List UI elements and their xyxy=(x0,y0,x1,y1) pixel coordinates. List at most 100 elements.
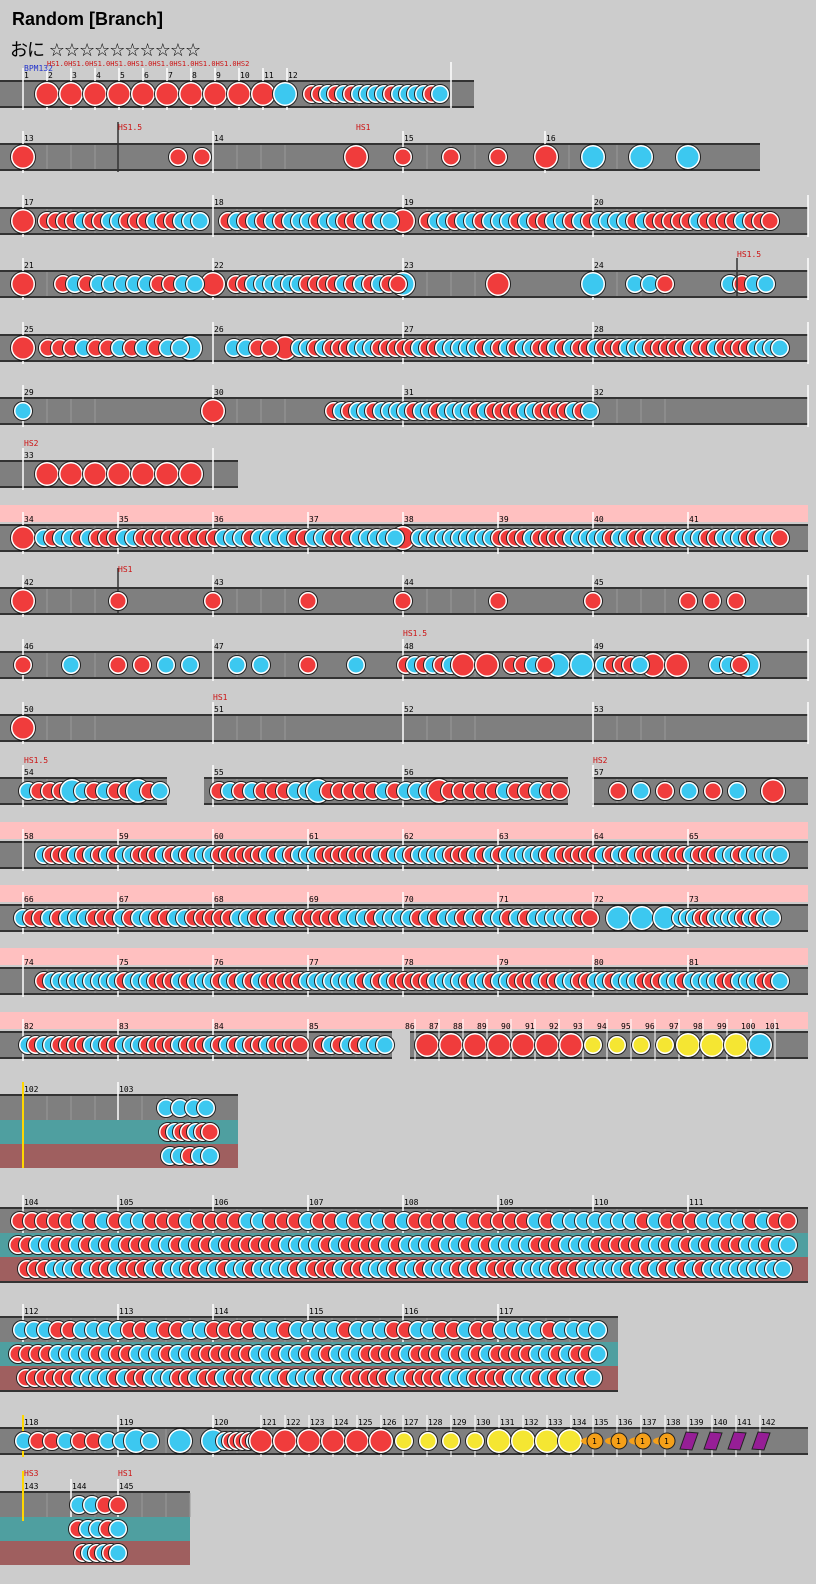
don-note-face xyxy=(487,273,509,295)
ka-note-face xyxy=(63,657,79,673)
ka-note-face xyxy=(571,654,593,676)
ka-note-face xyxy=(654,907,676,929)
measure-number: 116 xyxy=(404,1307,419,1316)
measure-number: 76 xyxy=(214,958,224,967)
measure-number: 50 xyxy=(24,705,34,714)
measure-number: 30 xyxy=(214,388,224,397)
don-note-face xyxy=(110,1497,126,1513)
ka-note-face xyxy=(348,657,364,673)
measure-number: 75 xyxy=(119,958,129,967)
don-note-face xyxy=(132,463,154,485)
measure-number: 82 xyxy=(24,1022,34,1031)
don-note-face xyxy=(12,210,34,232)
measure-number: 79 xyxy=(499,958,509,967)
measure-number: 80 xyxy=(594,958,604,967)
ka-note-face xyxy=(152,783,168,799)
don-note-face xyxy=(30,1433,46,1449)
drumroll-note-face xyxy=(488,1430,510,1452)
don-note-face xyxy=(322,1430,344,1452)
measure-number: 88 xyxy=(453,1022,463,1031)
ka-note-face xyxy=(202,1148,218,1164)
scroll-speed-label: HS1.5 xyxy=(403,629,427,638)
ka-note-face xyxy=(158,657,174,673)
don-note-face xyxy=(536,1034,558,1056)
don-note-face xyxy=(252,83,274,105)
measure-number: 70 xyxy=(404,895,414,904)
measure-number: 22 xyxy=(214,261,224,270)
don-note-face xyxy=(300,593,316,609)
ka-note-face xyxy=(15,403,31,419)
measure-number: 18 xyxy=(214,198,224,207)
don-note-face xyxy=(202,400,224,422)
bpm-label: BPM132 xyxy=(24,64,53,73)
don-note-face xyxy=(194,149,210,165)
ka-note-face xyxy=(772,340,788,356)
kusudama-note xyxy=(679,1431,699,1451)
measure-number: 101 xyxy=(765,1022,780,1031)
measure-number: 103 xyxy=(119,1085,134,1094)
drumroll-note-face xyxy=(536,1430,558,1452)
measure-number: 71 xyxy=(499,895,509,904)
measure-number: 31 xyxy=(404,388,414,397)
measure-number: 25 xyxy=(24,325,34,334)
measure-number: 13 xyxy=(24,134,34,143)
measure-number: 77 xyxy=(309,958,319,967)
measure-number: 109 xyxy=(499,1198,514,1207)
measure-number: 132 xyxy=(524,1418,539,1427)
measure-number: 68 xyxy=(214,895,224,904)
measure-number: 102 xyxy=(24,1085,39,1094)
ka-note-face xyxy=(253,657,269,673)
drumroll-note-face xyxy=(467,1433,483,1449)
measure-number: 73 xyxy=(689,895,699,904)
measure-number: 89 xyxy=(477,1022,487,1031)
don-note-face xyxy=(490,593,506,609)
ka-note-face xyxy=(169,1430,191,1452)
measure-number: 126 xyxy=(382,1418,397,1427)
measure-number: 144 xyxy=(72,1482,87,1491)
measure-number: 140 xyxy=(713,1418,728,1427)
ka-note-face xyxy=(182,657,198,673)
don-note-face xyxy=(205,593,221,609)
measure-number: 46 xyxy=(24,642,34,651)
don-note-face xyxy=(134,657,150,673)
measure-number: 56 xyxy=(404,768,414,777)
measure-number: 91 xyxy=(525,1022,535,1031)
scroll-speed-label: HS1 xyxy=(118,1469,133,1478)
scroll-speed-label: HS2 xyxy=(593,756,608,765)
ka-note-face xyxy=(758,276,774,292)
don-note-face xyxy=(15,657,31,673)
measure-number: 6 xyxy=(144,71,149,80)
measure-number: 47 xyxy=(214,642,224,651)
measure-number: 19 xyxy=(404,198,414,207)
measure-number: 42 xyxy=(24,578,34,587)
don-note-face xyxy=(390,276,406,292)
branch-normal-band xyxy=(0,948,808,965)
drumroll-note-face xyxy=(633,1037,649,1053)
measure-number: 15 xyxy=(404,134,414,143)
measure-number: 48 xyxy=(404,642,414,651)
measure-number: 43 xyxy=(214,578,224,587)
difficulty-label: おに xyxy=(10,40,45,61)
don-note-face xyxy=(560,1034,582,1056)
don-note-face xyxy=(12,337,34,359)
measure-number: 29 xyxy=(24,388,34,397)
don-note-face xyxy=(704,593,720,609)
balloon-note xyxy=(586,1432,604,1450)
ka-note-face xyxy=(582,146,604,168)
lane-gap xyxy=(167,776,204,808)
don-note-face xyxy=(732,657,748,673)
measure-number: 84 xyxy=(214,1022,224,1031)
ka-note-face xyxy=(633,783,649,799)
ka-note-face xyxy=(631,907,653,929)
measure-number: 20 xyxy=(594,198,604,207)
ka-note-face xyxy=(780,1237,796,1253)
measure-number: 44 xyxy=(404,578,414,587)
don-note-face xyxy=(12,717,34,739)
don-note-face xyxy=(84,83,106,105)
measure-number: 106 xyxy=(214,1198,229,1207)
ka-note-face xyxy=(229,657,245,673)
don-note-face xyxy=(84,463,106,485)
ka-note-face xyxy=(432,86,448,102)
measure-number: 38 xyxy=(404,515,414,524)
